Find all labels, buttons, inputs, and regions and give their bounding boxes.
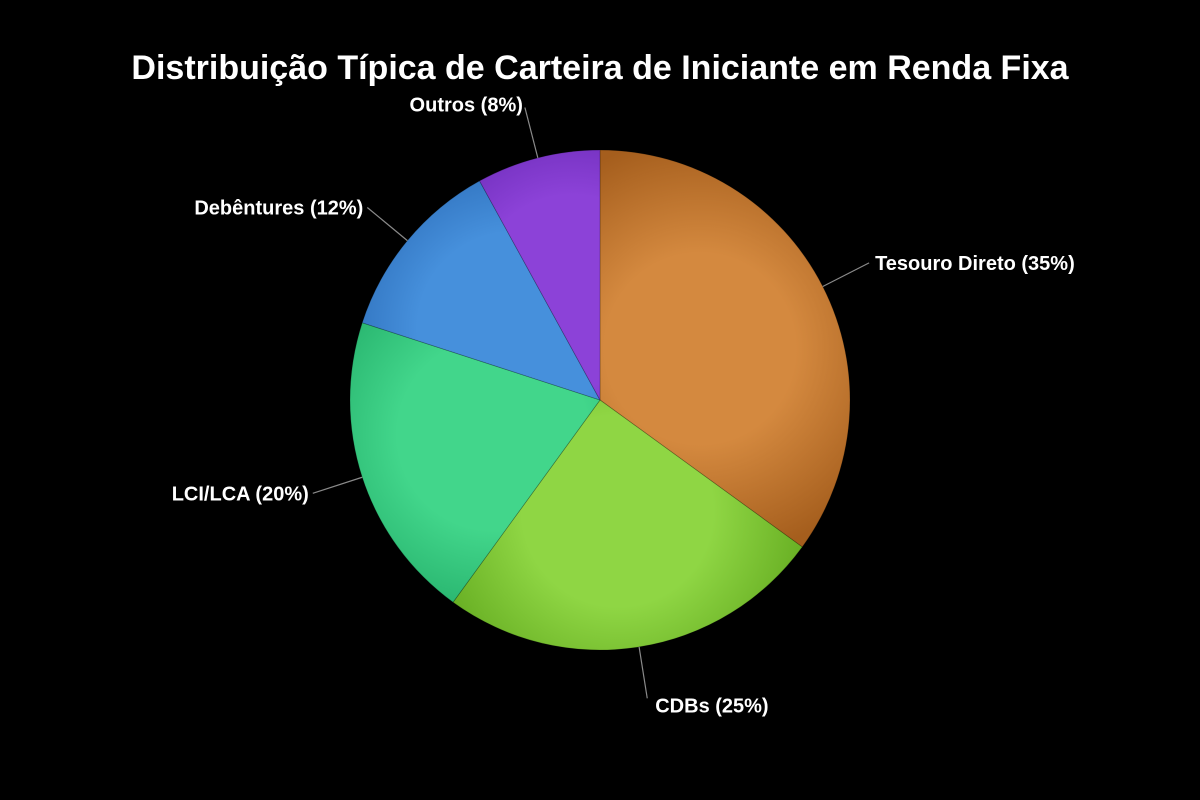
slice-label-1: CDBs (25%) — [655, 695, 768, 717]
leader-line-4 — [524, 107, 539, 159]
pie-slice-3 — [361, 180, 601, 401]
leader-lines — [312, 107, 870, 699]
pie-slice-2 — [349, 322, 601, 603]
chart-title: Distribuição Típica de Carteira de Inici… — [131, 49, 1069, 87]
pie-slice-1 — [452, 399, 803, 651]
slice-label-2: LCI/LCA (20%) — [172, 483, 309, 505]
slice-labels: Tesouro Direto (35%) CDBs (25%) LCI/LCA (2… — [172, 94, 1075, 717]
leader-line-3 — [366, 207, 408, 242]
leader-line-1 — [638, 646, 648, 699]
slice-label-4: Outros (8%) — [410, 94, 523, 116]
leader-line-0 — [822, 262, 870, 288]
pie-slices — [349, 149, 851, 651]
pie-slice-0 — [599, 149, 851, 548]
slice-label-3: Debêntures (12%) — [194, 197, 363, 219]
slice-label-0: Tesouro Direto (35%) — [875, 253, 1075, 275]
leader-line-2 — [312, 476, 363, 494]
